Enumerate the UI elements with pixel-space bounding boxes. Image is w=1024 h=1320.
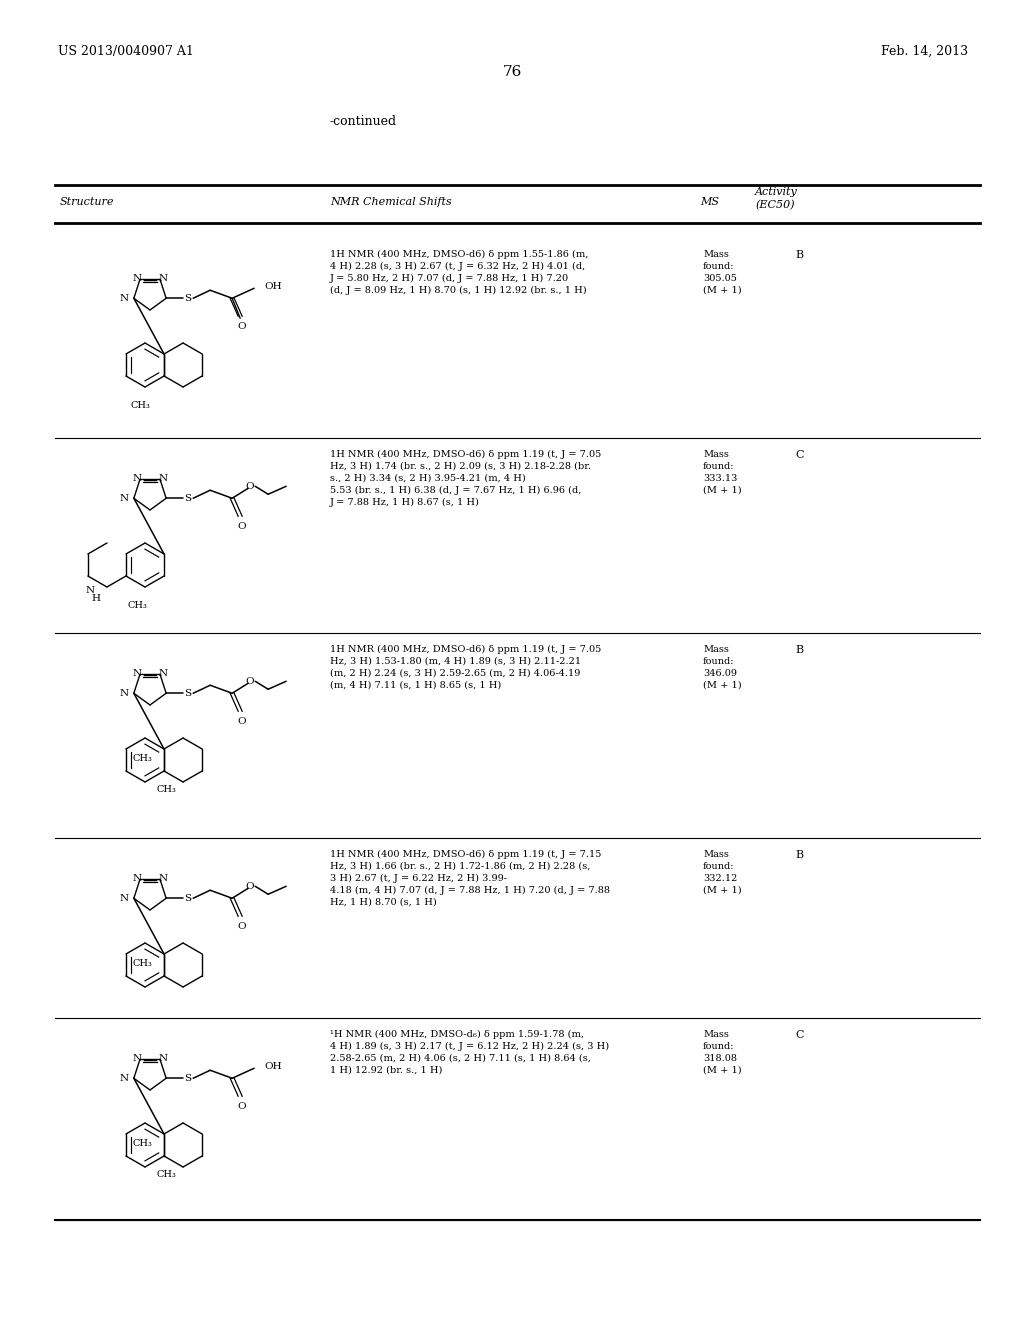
Text: O: O	[246, 882, 255, 891]
Text: O: O	[238, 1102, 247, 1111]
Text: O: O	[238, 322, 247, 331]
Text: N: N	[132, 474, 141, 483]
Text: N: N	[159, 275, 168, 284]
Text: O: O	[238, 523, 247, 531]
Text: CH₃: CH₃	[127, 601, 146, 610]
Text: O: O	[238, 923, 247, 931]
Text: MS: MS	[700, 197, 719, 207]
Text: CH₃: CH₃	[132, 960, 152, 968]
Text: CH₃: CH₃	[156, 785, 176, 795]
Text: N: N	[132, 275, 141, 284]
Text: 1H NMR (400 MHz, DMSO-d6) δ ppm 1.55-1.86 (m,
4 H) 2.28 (s, 3 H) 2.67 (t, J = 6.: 1H NMR (400 MHz, DMSO-d6) δ ppm 1.55-1.8…	[330, 249, 589, 296]
Text: N: N	[159, 874, 168, 883]
Text: N: N	[159, 1055, 168, 1063]
Text: O: O	[246, 482, 255, 491]
Text: O: O	[246, 677, 255, 686]
Text: 1H NMR (400 MHz, DMSO-d6) δ ppm 1.19 (t, J = 7.15
Hz, 3 H) 1.66 (br. s., 2 H) 1.: 1H NMR (400 MHz, DMSO-d6) δ ppm 1.19 (t,…	[330, 850, 610, 907]
Text: (EC50): (EC50)	[755, 201, 795, 210]
Text: C: C	[795, 1030, 804, 1040]
Text: N: N	[132, 1055, 141, 1063]
Text: OH: OH	[264, 1061, 282, 1071]
Text: S: S	[184, 894, 191, 903]
Text: S: S	[184, 1073, 191, 1082]
Text: Feb. 14, 2013: Feb. 14, 2013	[881, 45, 968, 58]
Text: N: N	[85, 586, 94, 595]
Text: 1H NMR (400 MHz, DMSO-d6) δ ppm 1.19 (t, J = 7.05
Hz, 3 H) 1.53-1.80 (m, 4 H) 1.: 1H NMR (400 MHz, DMSO-d6) δ ppm 1.19 (t,…	[330, 645, 601, 689]
Text: ¹H NMR (400 MHz, DMSO-d₆) δ ppm 1.59-1.78 (m,
4 H) 1.89 (s, 3 H) 2.17 (t, J = 6.: ¹H NMR (400 MHz, DMSO-d₆) δ ppm 1.59-1.7…	[330, 1030, 609, 1074]
Text: Mass
found:
305.05
(M + 1): Mass found: 305.05 (M + 1)	[703, 249, 741, 294]
Text: N: N	[120, 1073, 129, 1082]
Text: CH₃: CH₃	[130, 401, 150, 411]
Text: B: B	[795, 249, 803, 260]
Text: Mass
found:
332.12
(M + 1): Mass found: 332.12 (M + 1)	[703, 850, 741, 895]
Text: N: N	[159, 669, 168, 678]
Text: S: S	[184, 689, 191, 698]
Text: US 2013/0040907 A1: US 2013/0040907 A1	[58, 45, 194, 58]
Text: S: S	[184, 294, 191, 302]
Text: CH₃: CH₃	[156, 1170, 176, 1179]
Text: N: N	[120, 494, 129, 503]
Text: H: H	[91, 594, 100, 603]
Text: CH₃: CH₃	[132, 754, 152, 763]
Text: -continued: -continued	[330, 115, 397, 128]
Text: N: N	[132, 874, 141, 883]
Text: N: N	[132, 669, 141, 678]
Text: B: B	[795, 850, 803, 861]
Text: S: S	[184, 494, 191, 503]
Text: NMR Chemical Shifts: NMR Chemical Shifts	[330, 197, 452, 207]
Text: O: O	[238, 717, 247, 726]
Text: N: N	[120, 894, 129, 903]
Text: N: N	[120, 689, 129, 698]
Text: B: B	[795, 645, 803, 655]
Text: N: N	[120, 294, 129, 302]
Text: Mass
found:
333.13
(M + 1): Mass found: 333.13 (M + 1)	[703, 450, 741, 495]
Text: OH: OH	[264, 281, 282, 290]
Text: 76: 76	[503, 65, 521, 79]
Text: Structure: Structure	[60, 197, 115, 207]
Text: N: N	[159, 474, 168, 483]
Text: Mass
found:
318.08
(M + 1): Mass found: 318.08 (M + 1)	[703, 1030, 741, 1074]
Text: Activity: Activity	[755, 187, 798, 197]
Text: 1H NMR (400 MHz, DMSO-d6) δ ppm 1.19 (t, J = 7.05
Hz, 3 H) 1.74 (br. s., 2 H) 2.: 1H NMR (400 MHz, DMSO-d6) δ ppm 1.19 (t,…	[330, 450, 601, 507]
Text: C: C	[795, 450, 804, 459]
Text: CH₃: CH₃	[132, 1139, 152, 1148]
Text: Mass
found:
346.09
(M + 1): Mass found: 346.09 (M + 1)	[703, 645, 741, 689]
